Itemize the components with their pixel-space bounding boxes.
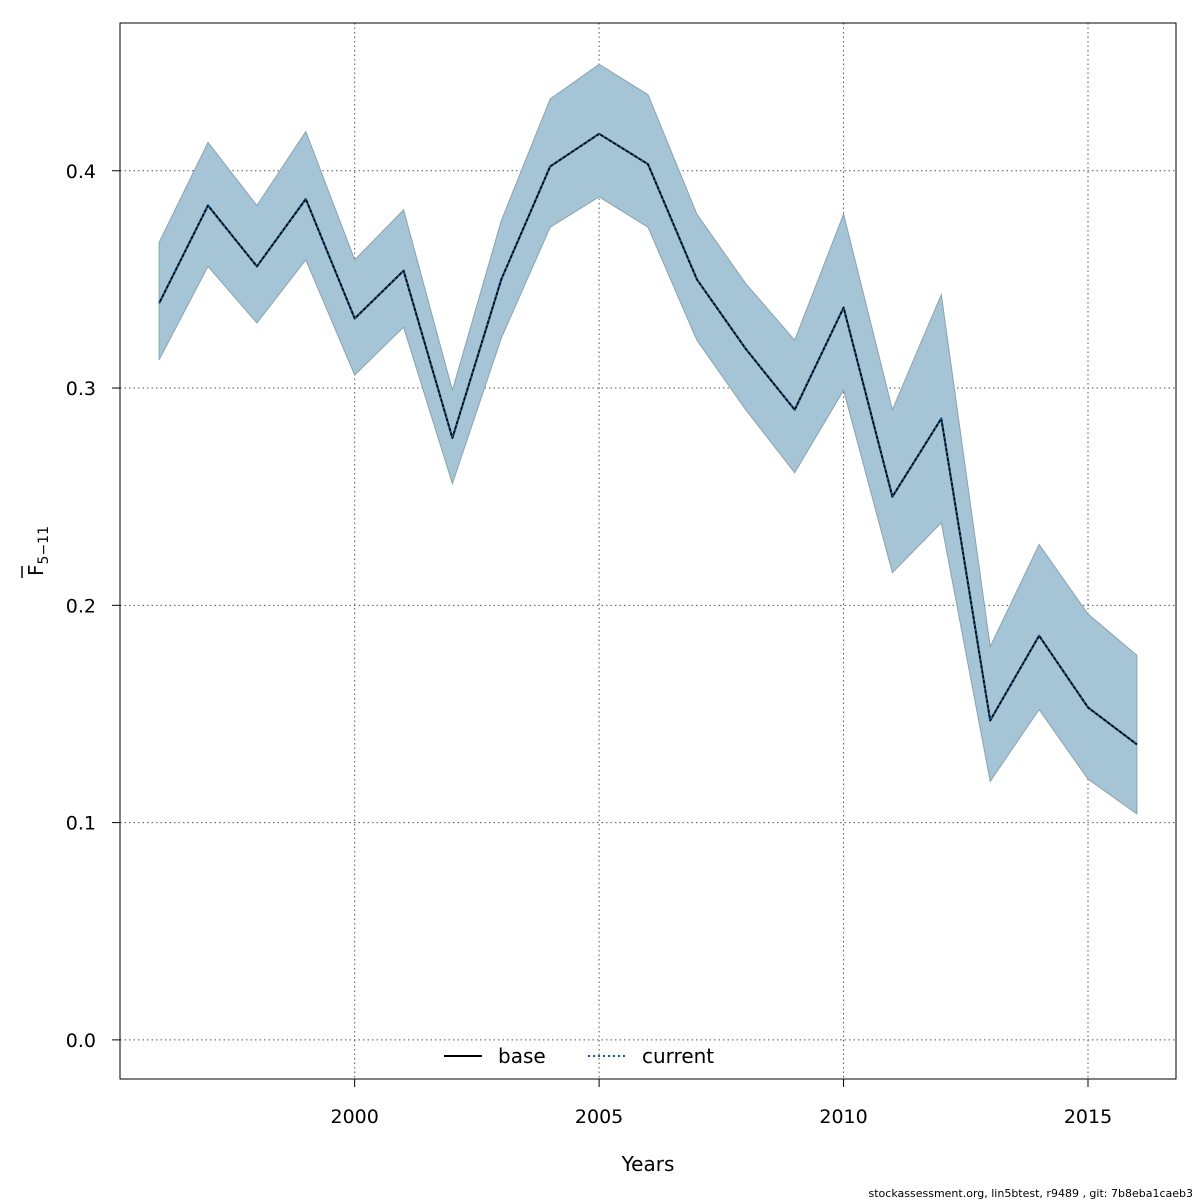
y-tick-label-0.3: 0.3 (66, 378, 96, 400)
x-tick-label-2005: 2005 (575, 1106, 623, 1128)
plot-frame (119, 22, 1177, 1080)
x-tick-label-2000: 2000 (330, 1106, 378, 1128)
legend: base current (444, 1044, 714, 1068)
legend-label-base: base (498, 1044, 546, 1068)
y-tick-label-0.1: 0.1 (66, 813, 96, 835)
y-axis-title-main: F (24, 564, 48, 576)
y-tick-label-0: 0.0 (66, 1030, 96, 1052)
series-line-current (158, 132, 1138, 746)
x-tick-label-2015: 2015 (1064, 1106, 1112, 1128)
confidence-band-area (158, 63, 1138, 815)
series-lines (158, 132, 1138, 746)
x-axis-title: Years (621, 1152, 675, 1176)
y-tick-label-0.4: 0.4 (66, 161, 96, 183)
legend-label-current: current (642, 1044, 714, 1068)
footer-text: stockassessment.org, lin5btest, r9489 , … (869, 1187, 1193, 1200)
y-axis-title-subscript: 5−11 (36, 526, 52, 564)
confidence-band (158, 63, 1138, 815)
y-axis-title: F5−11 (21, 526, 52, 578)
axes: 2000 2005 2010 2015 0.0 0.1 0.2 0.3 0.4 (66, 161, 1112, 1128)
y-tick-label-0.2: 0.2 (66, 595, 96, 617)
x-tick-label-2010: 2010 (819, 1106, 867, 1128)
svg-text:F5−11: F5−11 (24, 526, 52, 576)
